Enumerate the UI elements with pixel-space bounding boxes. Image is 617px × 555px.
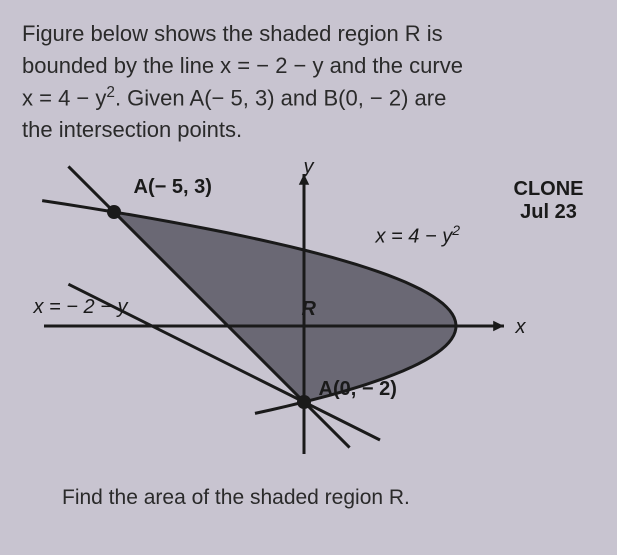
stamp-line-1: CLONE: [514, 178, 584, 201]
point-b-label: A(0, − 2): [319, 378, 397, 401]
problem-line-1: Figure below shows the shaded region R i…: [22, 18, 595, 50]
line-equation-label: x = − 2 − y: [34, 296, 128, 319]
region-label: R: [302, 298, 316, 321]
problem-line-2: bounded by the line x = − 2 − y and the …: [22, 50, 595, 82]
figure: CLONE Jul 23 y A(− 5, 3) x = 4 − y2 x = …: [24, 154, 594, 474]
curve-equation-label: x = 4 − y2: [376, 222, 461, 249]
problem-text: Figure below shows the shaded region R i…: [22, 18, 595, 146]
stamp-line-2: Jul 23: [514, 201, 584, 224]
question-prompt: Find the area of the shaded region R.: [22, 486, 595, 510]
clone-stamp: CLONE Jul 23: [514, 178, 584, 224]
x-axis-label: x: [516, 316, 526, 339]
problem-line-4: the intersection points.: [22, 114, 595, 146]
y-axis-label: y: [304, 156, 314, 179]
point-a-label: A(− 5, 3): [134, 176, 212, 199]
problem-line-3: x = 4 − y2. Given A(− 5, 3) and B(0, − 2…: [22, 82, 595, 114]
